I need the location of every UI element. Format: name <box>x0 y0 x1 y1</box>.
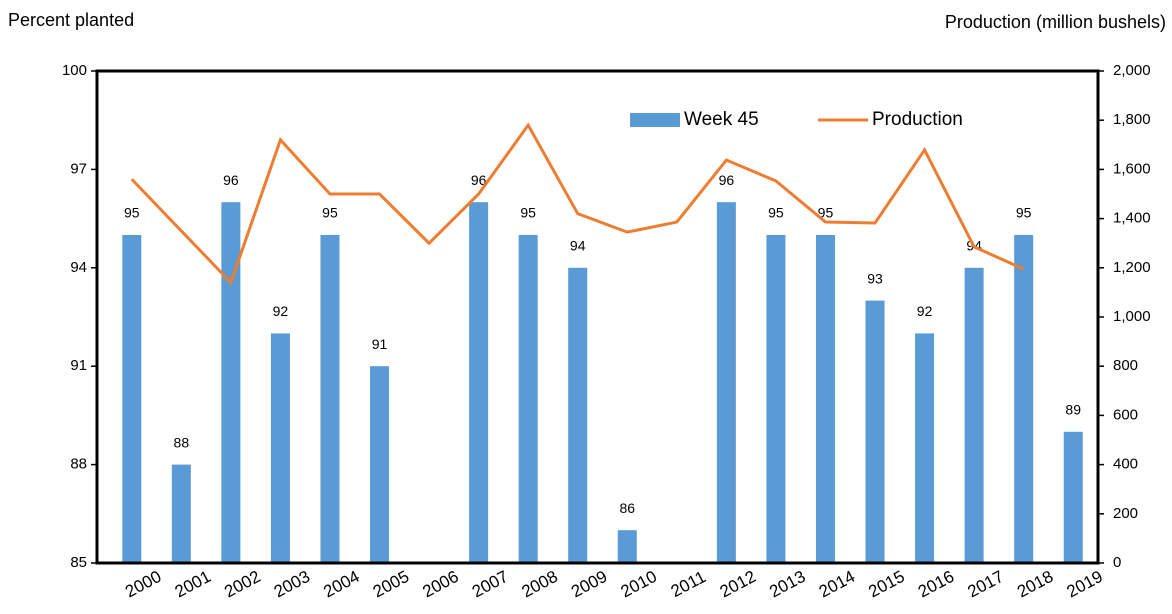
x-tick-label: 2003 <box>271 567 313 602</box>
x-tick-label: 2001 <box>172 567 214 602</box>
y-tick-label: 94 <box>70 259 87 276</box>
bar <box>469 202 489 563</box>
bar <box>171 464 191 563</box>
value-label: 96 <box>223 172 239 188</box>
x-tick-label: 2016 <box>915 567 957 602</box>
value-label: 95 <box>124 205 140 221</box>
bar <box>1014 235 1034 563</box>
y2-tick-label: 800 <box>1113 357 1138 374</box>
legend-label: Week 45 <box>684 109 759 130</box>
x-tick-label: 2011 <box>668 567 709 601</box>
y2-tick-label: 2,000 <box>1113 62 1151 79</box>
legend-swatch <box>630 113 680 127</box>
plot-frame <box>95 69 1100 565</box>
value-label: 95 <box>520 205 536 221</box>
y2-tick-label: 1,200 <box>1113 259 1151 276</box>
x-tick-label: 2005 <box>370 567 412 602</box>
y-axis-label: Percent planted <box>8 10 134 30</box>
y2-tick-label: 1,000 <box>1113 308 1151 325</box>
value-label: 95 <box>768 205 784 221</box>
x-tick-label: 2010 <box>618 567 660 602</box>
x-tick-label: 2014 <box>816 567 858 602</box>
x-tick-label: 2008 <box>519 567 561 602</box>
x-tick-label: 2006 <box>419 567 461 602</box>
y2-axis-label: Production (million bushels) <box>945 12 1166 32</box>
x-tick-label: 2013 <box>766 567 808 602</box>
bar <box>815 235 835 563</box>
value-label: 96 <box>719 172 735 188</box>
bar <box>122 235 142 563</box>
value-label: 93 <box>867 270 883 286</box>
bar <box>1063 431 1083 563</box>
value-label: 86 <box>619 500 635 516</box>
bar <box>270 333 290 563</box>
x-tick-label: 2015 <box>865 567 907 602</box>
y2-tick-label: 1,400 <box>1113 210 1151 227</box>
y2-tick-label: 600 <box>1113 406 1138 423</box>
bar <box>617 530 637 563</box>
bar <box>518 235 538 563</box>
y-tick-label: 88 <box>70 456 87 473</box>
bar <box>716 202 736 563</box>
x-tick-label: 2007 <box>469 567 511 602</box>
bar <box>320 235 340 563</box>
value-label: 88 <box>174 434 190 450</box>
x-tick-label: 2009 <box>568 567 610 602</box>
y-tick-label: 97 <box>70 160 87 177</box>
x-tick-label: 2004 <box>320 567 362 602</box>
y2-tick-label: 1,600 <box>1113 160 1151 177</box>
bar <box>221 202 241 563</box>
y-tick-label: 100 <box>62 62 87 79</box>
x-tick-label: 2000 <box>122 567 164 602</box>
y-tick-label: 91 <box>70 357 87 374</box>
x-tick-label: 2002 <box>221 567 263 602</box>
value-label: 95 <box>1016 205 1032 221</box>
value-label: 92 <box>273 303 289 319</box>
line <box>130 122 1025 286</box>
value-label: 95 <box>322 205 338 221</box>
x-tick-label: 2012 <box>717 567 759 602</box>
bar <box>915 333 935 563</box>
bar <box>865 300 885 563</box>
legend-label: Production <box>872 109 963 130</box>
value-label: 94 <box>570 238 586 254</box>
value-label: 92 <box>917 303 933 319</box>
y2-tick-label: 200 <box>1113 505 1138 522</box>
bar <box>766 235 786 563</box>
x-tick-label: 2018 <box>1014 567 1056 602</box>
bar <box>964 267 984 563</box>
bar <box>370 366 390 563</box>
y2-tick-label: 0 <box>1113 554 1121 571</box>
value-label: 91 <box>372 336 388 352</box>
y2-tick-label: 400 <box>1113 456 1138 473</box>
y2-tick-label: 1,800 <box>1113 111 1151 128</box>
value-label: 89 <box>1065 402 1081 418</box>
y-tick-label: 85 <box>70 554 87 571</box>
value-label: 95 <box>818 205 834 221</box>
bar <box>568 267 588 563</box>
x-tick-label: 2017 <box>964 567 1006 602</box>
value-label: 96 <box>471 172 487 188</box>
x-tick-label: 2019 <box>1064 567 1106 602</box>
